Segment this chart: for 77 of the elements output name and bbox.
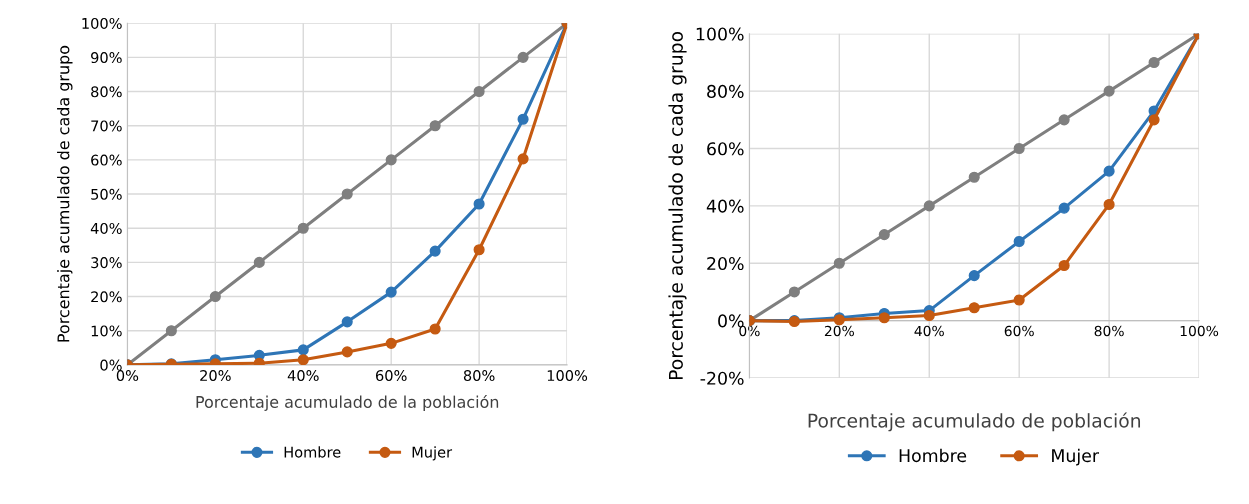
y-tick-label: 80% (91, 86, 122, 98)
point (297, 222, 309, 234)
point (1013, 142, 1025, 155)
x-tick-label: 20% (824, 325, 854, 337)
y-tick-label: 100% (82, 17, 122, 29)
point (429, 120, 441, 132)
x-tick-label: 80% (463, 370, 495, 382)
x-tick-label: 60% (376, 370, 407, 382)
y-tick-label: 100% (696, 27, 744, 41)
point (165, 325, 177, 337)
point (923, 200, 935, 212)
point (923, 309, 935, 322)
x-tick-label: 20% (200, 370, 231, 382)
point (968, 270, 980, 282)
y-axis-title: Porcentaje acumulado de cada grupo (668, 31, 687, 380)
y-tick-label: 40% (90, 222, 122, 234)
legend-label: Hombre (899, 448, 967, 463)
point (429, 323, 441, 335)
point (833, 257, 845, 269)
point (878, 229, 890, 241)
point (788, 286, 800, 298)
y-axis-title: Porcentaje acumulado de cada grupo (57, 45, 73, 342)
y-tick-label: 30% (91, 257, 122, 269)
x-tick-label: 100% (1180, 325, 1219, 337)
point (517, 153, 529, 165)
x-tick-label: 100% (547, 370, 588, 382)
y-tick-label: 0% (100, 359, 122, 371)
point (429, 245, 441, 257)
y-tick-label: 90% (91, 52, 122, 64)
point (341, 346, 353, 358)
x-axis-title: Porcentaje acumulado de la población (196, 394, 499, 412)
y-tick-label: 20% (91, 291, 122, 303)
point (1103, 198, 1115, 211)
x-tick-label: 80% (1094, 325, 1124, 337)
point (1013, 235, 1025, 248)
point (341, 188, 353, 200)
y-tick-label: -20% (700, 371, 744, 385)
y-tick-label: 20% (707, 256, 744, 271)
point (473, 85, 485, 98)
y-tick-label: 60% (91, 154, 122, 166)
point (1058, 202, 1070, 214)
point (1148, 114, 1160, 126)
legend-label: Mujer (412, 446, 453, 461)
point (385, 154, 397, 166)
x-tick-label: 40% (914, 325, 944, 337)
point (1058, 259, 1070, 272)
legend-label: Hombre (284, 446, 341, 458)
point (517, 113, 529, 125)
y-tick-label: 40% (706, 199, 744, 213)
x-tick-label: 0% (116, 370, 139, 382)
point (473, 244, 485, 256)
point (209, 290, 221, 303)
point (1103, 85, 1115, 97)
point (297, 354, 309, 365)
y-tick-label: 70% (91, 120, 122, 132)
point (968, 302, 980, 314)
point (473, 198, 485, 210)
point (1058, 114, 1070, 126)
x-tick-label: 40% (287, 370, 319, 382)
x-tick-label: 60% (1004, 325, 1034, 337)
point (968, 171, 980, 183)
point (1013, 294, 1025, 306)
point (1103, 165, 1115, 177)
point (385, 286, 397, 298)
point (253, 256, 265, 268)
point (1148, 56, 1160, 69)
y-tick-label: 10% (91, 325, 122, 337)
legend-label: Mujer (1052, 448, 1100, 466)
y-tick-label: 60% (707, 142, 744, 156)
x-axis-title: Porcentaje acumulado de población (808, 412, 1141, 432)
y-tick-label: 50% (91, 188, 122, 200)
point (517, 51, 529, 63)
point (878, 312, 890, 324)
point (385, 337, 397, 349)
point (297, 344, 309, 356)
y-tick-label: 80% (707, 84, 744, 98)
point (341, 316, 353, 328)
